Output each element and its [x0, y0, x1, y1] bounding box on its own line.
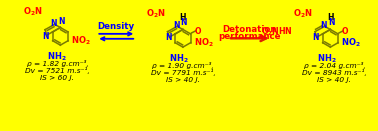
- Text: N: N: [165, 34, 172, 42]
- Text: $\mathregular{O_2}$NHN: $\mathregular{O_2}$NHN: [261, 25, 293, 38]
- Text: Density: Density: [98, 22, 135, 31]
- Text: ρ = 1.90 g.cm⁻³,: ρ = 1.90 g.cm⁻³,: [152, 62, 214, 69]
- Text: H: H: [180, 13, 186, 21]
- Text: $\mathregular{O_2N}$: $\mathregular{O_2N}$: [293, 7, 313, 20]
- Text: IS > 40 J.: IS > 40 J.: [166, 77, 200, 83]
- Text: $\mathregular{NH_2}$: $\mathregular{NH_2}$: [317, 52, 336, 65]
- Text: IS > 60 J.: IS > 60 J.: [40, 75, 74, 81]
- Text: N: N: [181, 18, 187, 28]
- Text: $\mathregular{NH_2}$: $\mathregular{NH_2}$: [46, 50, 67, 63]
- Text: ρ = 2.04 g.cm⁻³,: ρ = 2.04 g.cm⁻³,: [304, 62, 366, 69]
- Text: Dv = 7521 m.s⁻¹,: Dv = 7521 m.s⁻¹,: [25, 67, 90, 74]
- Text: O: O: [195, 27, 201, 36]
- Text: N: N: [328, 18, 335, 28]
- Text: $\mathregular{NO_2}$: $\mathregular{NO_2}$: [71, 34, 91, 47]
- Text: Detonation: Detonation: [223, 25, 277, 34]
- Text: N: N: [50, 19, 57, 28]
- Text: N: N: [173, 21, 180, 30]
- Text: H: H: [327, 13, 334, 21]
- Text: $\mathregular{NH_2}$: $\mathregular{NH_2}$: [169, 52, 189, 65]
- Text: N: N: [320, 21, 327, 30]
- Text: N: N: [43, 31, 49, 40]
- Text: O: O: [342, 27, 349, 36]
- Text: IS > 40 J.: IS > 40 J.: [318, 77, 352, 83]
- Text: performance: performance: [218, 32, 281, 41]
- Text: ρ = 1.82 g.cm⁻³,: ρ = 1.82 g.cm⁻³,: [26, 59, 88, 67]
- Text: N: N: [313, 34, 319, 42]
- Text: $\mathregular{O_2N}$: $\mathregular{O_2N}$: [146, 7, 166, 20]
- Text: $\mathregular{NO_2}$: $\mathregular{NO_2}$: [194, 36, 214, 49]
- Text: Dv = 8943 m.s⁻¹,: Dv = 8943 m.s⁻¹,: [302, 69, 367, 76]
- Text: $\mathregular{NO_2}$: $\mathregular{NO_2}$: [341, 36, 361, 49]
- Text: $\mathregular{O_2N}$: $\mathregular{O_2N}$: [23, 5, 43, 18]
- Text: N: N: [58, 17, 65, 26]
- Text: Dv = 7791 m.s⁻¹,: Dv = 7791 m.s⁻¹,: [150, 69, 215, 76]
